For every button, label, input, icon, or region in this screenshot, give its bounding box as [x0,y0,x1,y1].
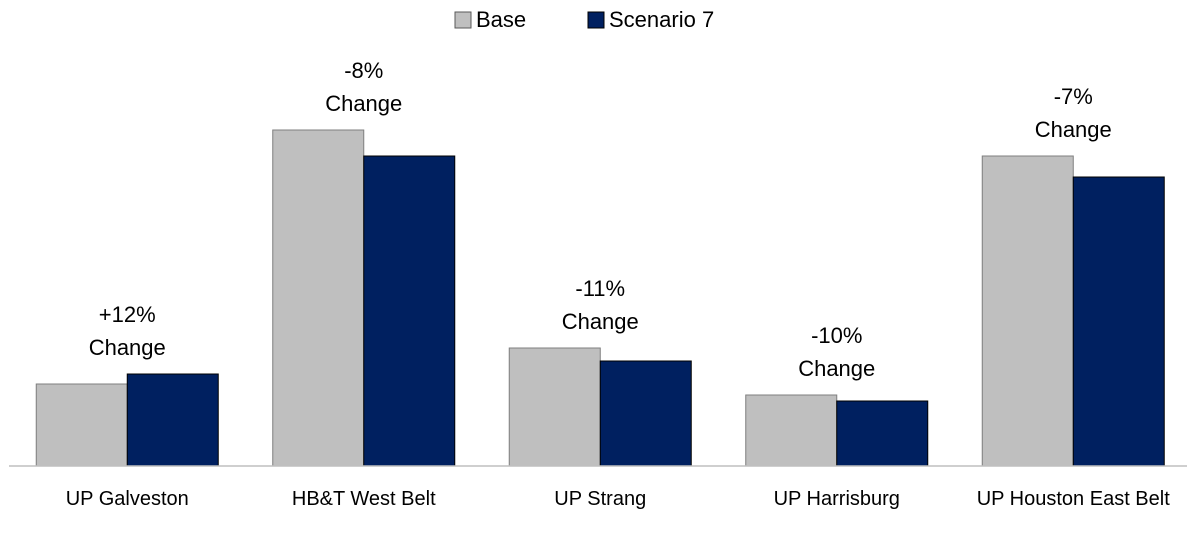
annotation: Change [798,356,875,381]
annotation: -11% [575,276,625,301]
bar [126,373,219,467]
bar [508,347,601,467]
x-tick-label: UP Houston East Belt [976,488,1170,510]
legend-swatch [587,11,605,29]
annotation: Change [89,335,166,360]
legend-swatch [454,11,472,29]
x-tick-label: HB&T West Belt [291,488,436,510]
bar [272,129,365,467]
bar [363,155,456,467]
bar [836,400,929,467]
bar [981,155,1074,467]
bar [1072,176,1165,467]
x-tick-label: UP Harrisburg [773,488,900,510]
legend-label: Base [476,7,526,32]
legend-label: Scenario 7 [609,7,714,32]
annotation: -7% [1054,84,1093,109]
annotation: Change [1035,117,1112,142]
annotation: +12% [99,302,156,327]
annotation: -8% [344,58,383,83]
x-tick-label: UP Strang [554,488,647,510]
annotation: Change [325,91,402,116]
bar [599,360,692,467]
annotation: -10% [811,323,862,348]
bar [35,383,128,467]
annotation: Change [562,309,639,334]
x-tick-label: UP Galveston [65,488,189,510]
bar [745,394,838,467]
